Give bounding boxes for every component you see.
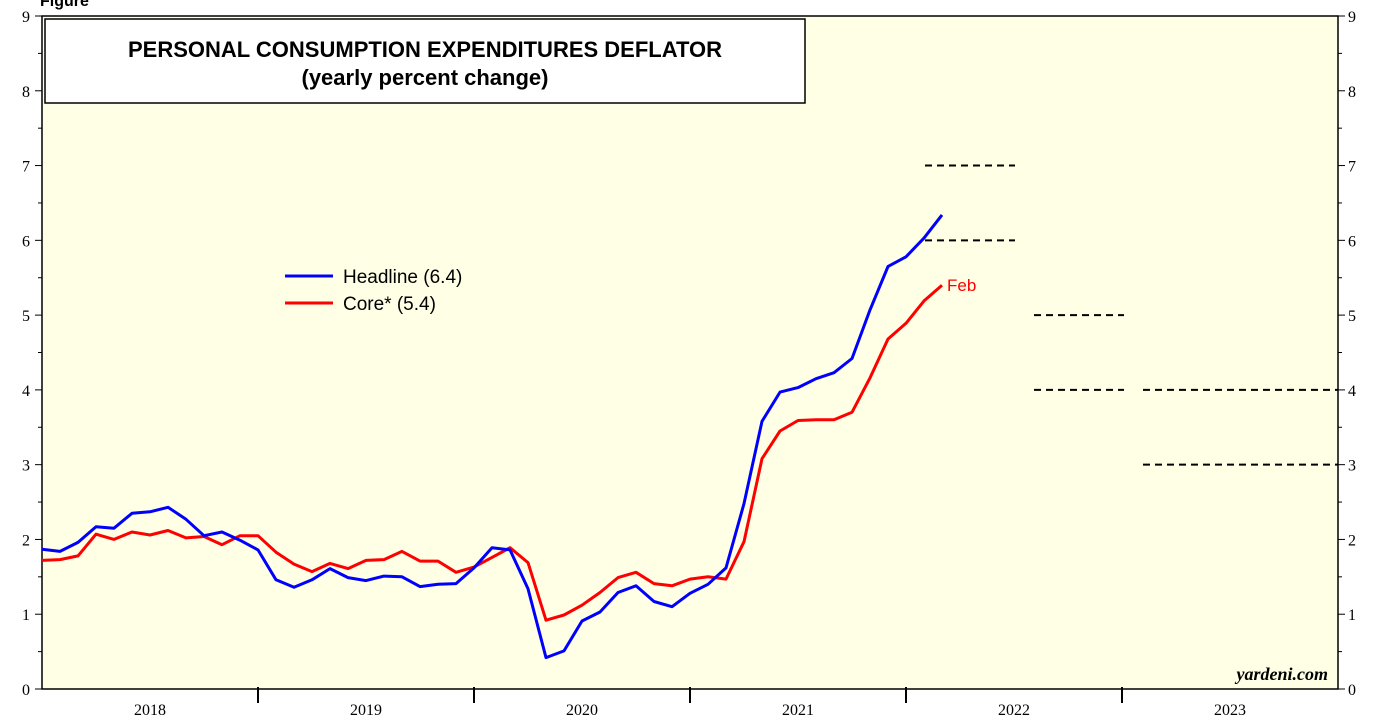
y2-tick-label: 7 bbox=[1348, 159, 1356, 176]
y-tick-label: 4 bbox=[22, 383, 30, 400]
y2-tick-label: 3 bbox=[1348, 458, 1356, 475]
y-tick-label: 9 bbox=[22, 9, 30, 26]
x-tick-label: 2018 bbox=[134, 702, 166, 719]
x-tick-label: 2020 bbox=[566, 702, 598, 719]
y2-tick-label: 8 bbox=[1348, 84, 1356, 101]
y-tick-label: 1 bbox=[22, 607, 30, 624]
title-box bbox=[44, 18, 806, 104]
y-tick-label: 2 bbox=[22, 532, 30, 549]
annotation: Feb bbox=[947, 276, 976, 295]
figure-label: Figure bbox=[40, 0, 89, 10]
y-tick-label: 3 bbox=[22, 458, 30, 475]
x-tick-label: 2019 bbox=[350, 702, 382, 719]
y2-tick-label: 9 bbox=[1348, 9, 1356, 26]
y-tick-label: 8 bbox=[22, 84, 30, 101]
legend-label: Headline (6.4) bbox=[343, 267, 462, 288]
legend-label: Core* (5.4) bbox=[343, 294, 436, 315]
series-line bbox=[41, 284, 943, 622]
source: yardeni.com bbox=[1235, 664, 1329, 684]
y-tick-label: 5 bbox=[22, 308, 30, 325]
x-tick-label: 2022 bbox=[998, 702, 1030, 719]
y-tick-label: 7 bbox=[22, 159, 30, 176]
y-tick-label: 0 bbox=[22, 682, 30, 699]
y2-tick-label: 0 bbox=[1348, 682, 1356, 699]
y-tick-label: 6 bbox=[22, 233, 30, 250]
y2-tick-label: 4 bbox=[1348, 383, 1356, 400]
chart-title: PERSONAL CONSUMPTION EXPENDITURES DEFLAT… bbox=[128, 37, 722, 62]
y2-tick-label: 5 bbox=[1348, 308, 1356, 325]
x-tick-label: 2021 bbox=[782, 702, 814, 719]
series-line bbox=[41, 213, 944, 660]
plot-area bbox=[41, 15, 1339, 690]
chart-subtitle: (yearly percent change) bbox=[302, 65, 549, 90]
x-tick-label: 2023 bbox=[1214, 702, 1246, 719]
y2-tick-label: 1 bbox=[1348, 607, 1356, 624]
y2-tick-label: 6 bbox=[1348, 233, 1356, 250]
y2-tick-label: 2 bbox=[1348, 532, 1356, 549]
